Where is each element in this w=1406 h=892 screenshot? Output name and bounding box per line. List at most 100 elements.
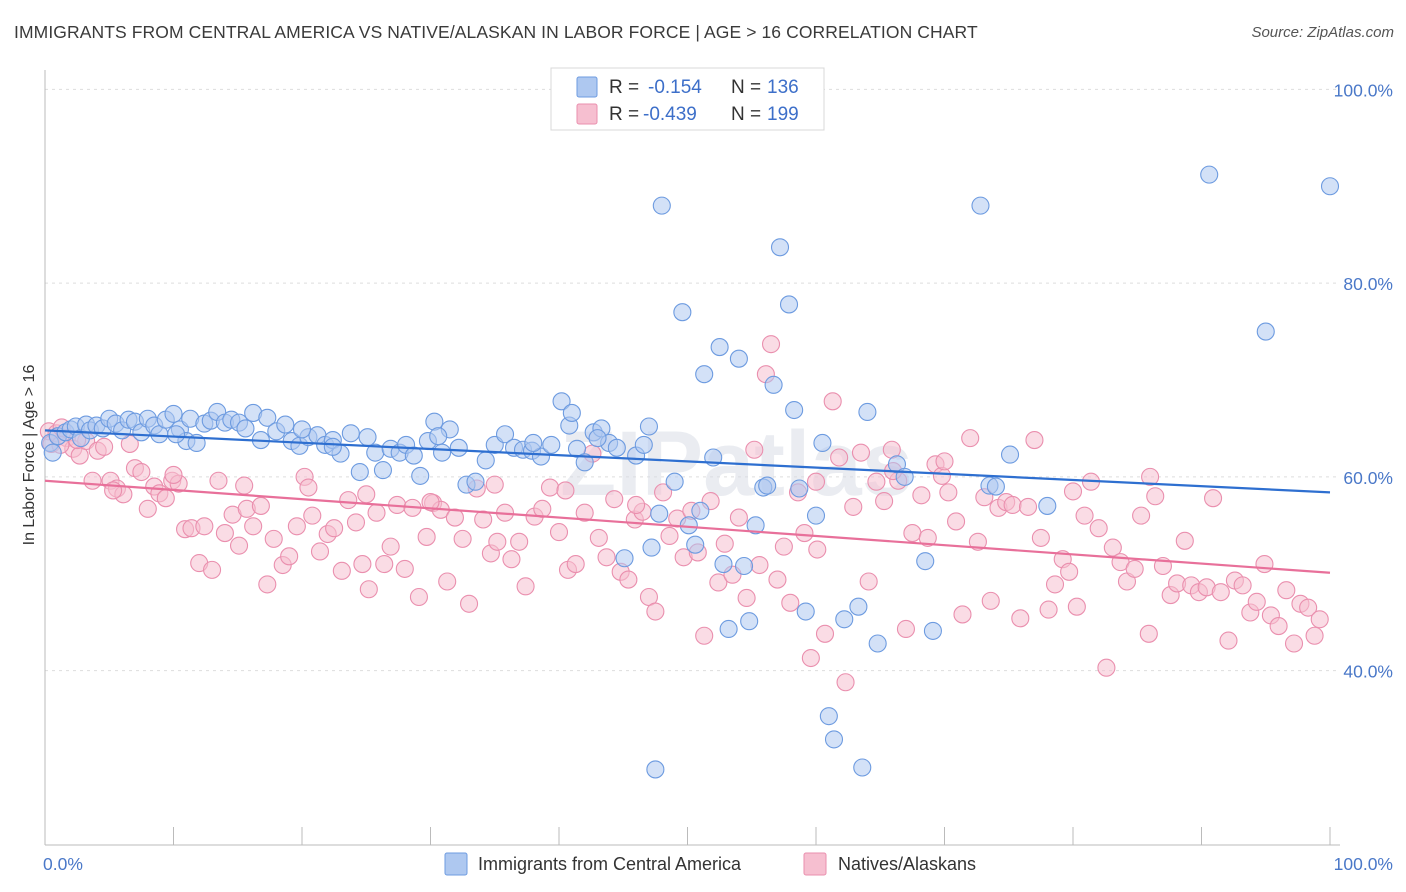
x-tick-label: 100.0% [1334,854,1393,874]
point-natives [1075,506,1094,525]
point-natives [589,528,608,547]
point-natives [510,532,529,551]
point-natives [953,605,972,624]
point-natives [750,555,769,575]
point-natives [761,335,781,354]
point-immigrants [916,552,935,571]
point-natives [896,619,916,639]
y-tick-label: 80.0% [1343,274,1393,294]
source-credit: Source: ZipAtlas.com [1251,24,1394,41]
point-immigrants [562,403,581,422]
trend-line-blue [44,429,1331,494]
point-immigrants [734,556,754,576]
point-natives [1103,538,1122,557]
gridlines [45,88,1340,672]
point-immigrants [43,443,62,462]
point-immigrants [665,472,684,491]
point-immigrants [835,610,854,629]
point-immigrants [652,196,671,215]
point-natives [627,495,646,515]
point-immigrants [673,303,692,322]
point-natives [280,547,299,566]
point-natives [815,624,835,643]
point-immigrants [404,446,423,465]
point-natives [1139,624,1158,643]
point-natives [1255,555,1274,574]
legend-swatch-blue [444,852,468,876]
point-immigrants [1256,322,1275,341]
point-natives [353,555,372,574]
point-natives [1018,497,1038,516]
legend-r-label: R = [609,77,639,98]
point-natives [597,548,616,567]
point-immigrants [779,295,799,314]
point-natives [1233,576,1252,595]
x-tick-labels: 0.0% 100.0% [43,854,1393,874]
point-natives [1097,658,1116,677]
point-natives [836,673,855,692]
point-immigrants [292,420,312,439]
point-natives [935,452,954,471]
point-immigrants [853,758,872,777]
point-natives [1132,506,1151,525]
point-immigrants [634,435,653,454]
y-tick-label: 60.0% [1343,468,1393,488]
point-natives [229,536,249,555]
point-natives [325,519,344,538]
legend-r-value-blue: -0.154 [648,77,702,98]
point-natives [867,472,886,491]
point-natives [417,527,436,546]
y-tick-label: 40.0% [1343,662,1393,682]
point-natives [1204,489,1223,508]
point-natives [310,542,330,561]
point-natives [823,392,842,411]
point-natives [303,506,322,525]
point-natives [801,648,820,668]
point-immigrants [639,417,659,436]
point-immigrants [531,447,551,466]
point-natives [357,485,376,504]
point-natives [947,512,966,531]
point-natives [156,489,175,508]
point-natives [1089,519,1108,538]
point-natives [332,561,351,580]
point-natives [851,443,871,462]
point-immigrants [849,597,868,616]
point-natives [1025,431,1044,450]
point-natives [1063,482,1083,501]
stats-legend: R = -0.154 N = 136 R = -0.439 N = 199 [550,67,825,131]
point-immigrants [466,472,485,491]
point-natives [381,537,400,556]
point-natives [781,593,800,612]
point-natives [474,510,493,529]
point-immigrants [740,612,759,631]
point-natives [695,626,714,645]
point-immigrants [806,506,826,525]
point-immigrants [796,602,815,621]
point-immigrants [642,538,661,557]
point-natives [1031,528,1050,547]
axes [44,70,1340,846]
point-immigrants [785,400,804,420]
point-natives [1125,559,1144,578]
y-axis-label: In Labor Force | Age > 16 [21,365,38,546]
point-natives [409,587,428,607]
point-natives [453,529,472,548]
point-immigrants [714,555,733,574]
point-natives [95,437,114,456]
point-immigrants [411,466,430,485]
point-immigrants [323,437,342,456]
point-natives [968,532,987,551]
point-immigrants [770,238,790,257]
point-natives [203,560,222,579]
series-legend: Immigrants from Central America Natives/… [444,852,976,876]
point-natives [709,573,728,592]
point-natives [367,503,386,522]
point-natives [715,534,734,553]
legend-n-value-blue: 136 [767,77,799,98]
point-natives [421,493,440,512]
point-natives [566,555,585,574]
point-natives [1284,634,1304,653]
point-immigrants [650,504,669,523]
point-natives [251,496,270,515]
